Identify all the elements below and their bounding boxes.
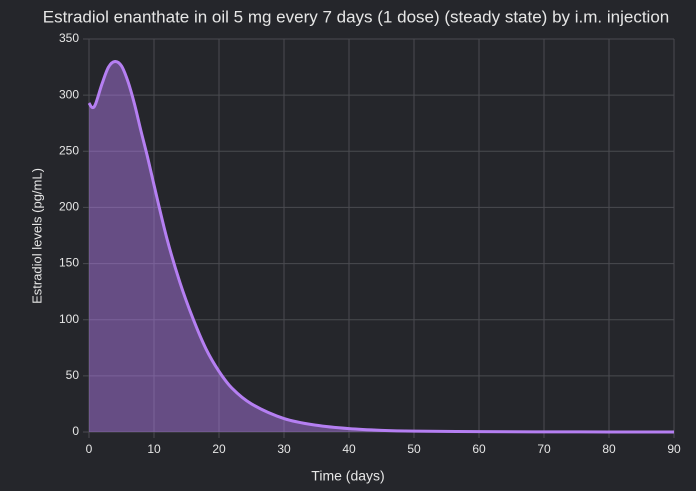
x-tick-label: 20 bbox=[212, 442, 226, 456]
y-tick-label: 200 bbox=[59, 200, 79, 214]
chart-title: Estradiol enanthate in oil 5 mg every 7 … bbox=[43, 7, 669, 26]
y-tick-label: 50 bbox=[66, 368, 80, 382]
x-tick-label: 0 bbox=[86, 442, 93, 456]
x-tick-label: 10 bbox=[147, 442, 161, 456]
y-tick-label: 150 bbox=[59, 256, 79, 270]
x-tick-label: 60 bbox=[472, 442, 486, 456]
y-tick-label: 300 bbox=[59, 87, 79, 101]
x-tick-label: 50 bbox=[407, 442, 421, 456]
y-tick-label: 0 bbox=[72, 424, 79, 438]
x-tick-label: 40 bbox=[342, 442, 356, 456]
x-tick-label: 70 bbox=[537, 442, 551, 456]
area-fill bbox=[89, 61, 674, 433]
x-tick-label: 30 bbox=[277, 442, 291, 456]
x-axis-label: Time (days) bbox=[311, 468, 384, 484]
y-tick-label: 100 bbox=[59, 312, 79, 326]
y-axis-label: Estradiol levels (pg/mL) bbox=[29, 168, 44, 304]
line bbox=[87, 59, 675, 434]
x-tick-label: 80 bbox=[602, 442, 616, 456]
y-tick-label: 250 bbox=[59, 143, 79, 157]
y-tick-label: 350 bbox=[59, 31, 79, 45]
x-tick-label: 90 bbox=[667, 442, 681, 456]
